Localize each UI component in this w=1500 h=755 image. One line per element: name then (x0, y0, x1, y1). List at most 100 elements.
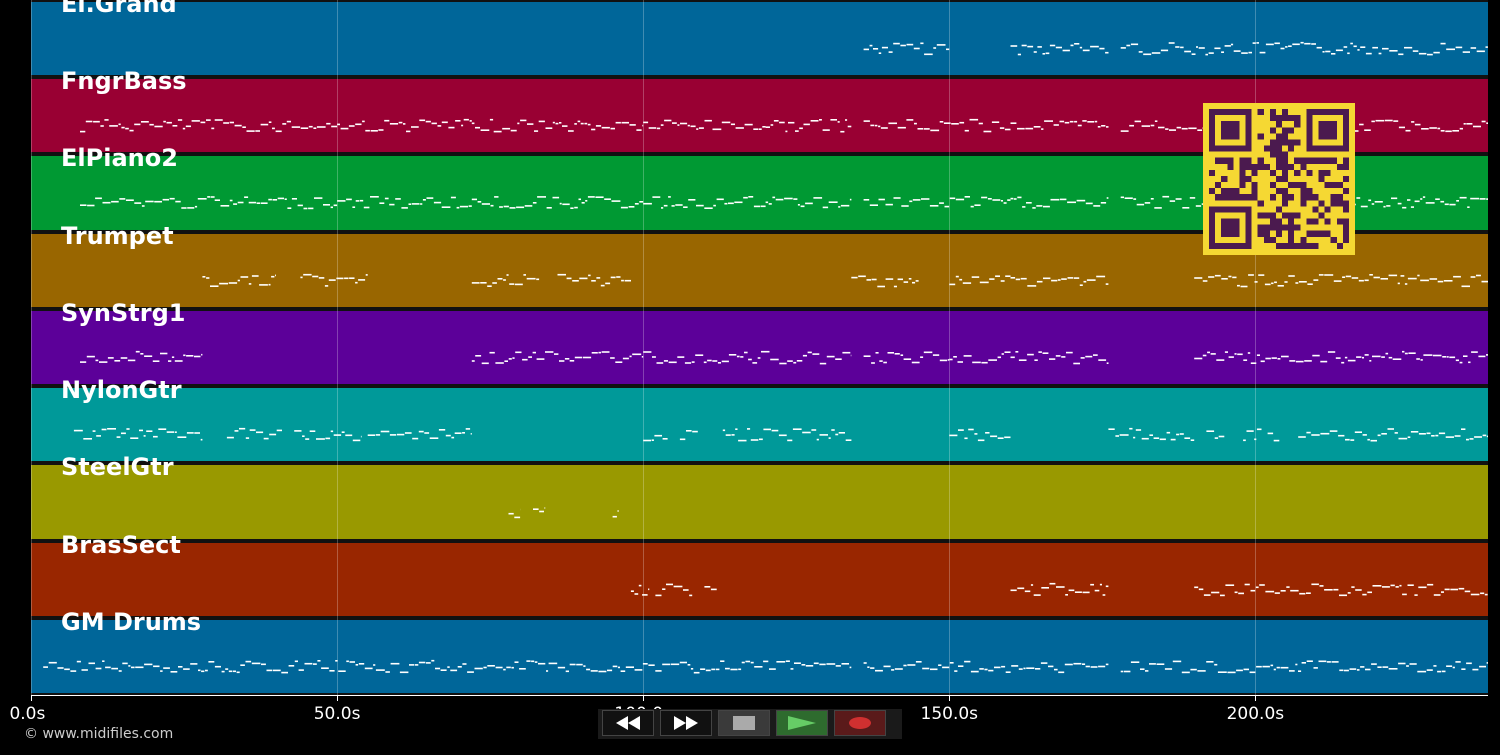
stop-icon (733, 716, 755, 730)
note-segment (643, 351, 729, 364)
copyright-text: © www.midifiles.com (24, 726, 174, 742)
note-segment (508, 509, 521, 519)
tick-label: 0.0s (9, 704, 46, 724)
tick-label: 50.0s (313, 704, 361, 724)
note-segment (557, 273, 631, 287)
note-segment (949, 428, 1011, 442)
axis-tick (643, 695, 645, 701)
note-segment (765, 197, 852, 209)
note-segment (80, 119, 215, 133)
axis-tick (1255, 695, 1257, 701)
note-segment (1010, 350, 1109, 365)
note-segment (214, 196, 338, 210)
qr-code[interactable] (1203, 103, 1355, 255)
track-name: SteelGtr (61, 453, 174, 482)
note-segment (1194, 583, 1488, 596)
note-segment (863, 42, 950, 56)
note-segment (949, 275, 1011, 285)
note-segment (863, 119, 1011, 133)
note-segment (73, 428, 203, 441)
track-name: SynStrg1 (61, 298, 186, 327)
track-lane-brassect[interactable]: BrasSect (31, 531, 1488, 618)
note-area (43, 659, 1488, 674)
note-segment (471, 119, 644, 133)
track-name: Trumpet (61, 221, 174, 250)
note-area (508, 507, 619, 519)
note-segment (1298, 428, 1488, 442)
stop-button[interactable] (718, 710, 770, 736)
track-name: NylonGtr (61, 376, 182, 405)
note-segment (1267, 432, 1280, 442)
record-icon (849, 717, 871, 729)
note-segment (1010, 120, 1109, 131)
note-segment (643, 196, 766, 210)
note-segment (1120, 42, 1231, 56)
time-gridline (949, 0, 951, 695)
note-segment (1010, 582, 1109, 596)
time-gridline (337, 0, 339, 695)
track-name: ElPiano2 (61, 144, 178, 173)
note-segment (679, 430, 698, 441)
note-segment (765, 119, 852, 133)
note-segment (722, 428, 852, 442)
note-segment (471, 196, 644, 210)
note-segment (337, 119, 472, 133)
note-segment (1194, 273, 1488, 287)
play-icon (788, 716, 816, 730)
note-segment (367, 428, 472, 440)
tick-label: 150.0s (920, 704, 979, 724)
note-segment (863, 660, 1109, 673)
note-segment (863, 351, 950, 364)
note-segment (337, 196, 472, 210)
track-lane-synstrg1[interactable]: SynStrg1 (31, 299, 1488, 387)
note-segment (643, 435, 668, 442)
note-segment (643, 119, 766, 131)
rewind-button[interactable] (602, 710, 654, 736)
note-segment (80, 350, 203, 363)
rewind-icon (616, 716, 640, 730)
note-segment (80, 196, 215, 210)
transport-controls (598, 709, 902, 739)
time-gridline (1255, 0, 1257, 695)
play-button[interactable] (776, 710, 828, 736)
note-segment (533, 507, 546, 513)
note-segment (863, 196, 1011, 208)
note-segment (1243, 428, 1262, 442)
axis-tick (31, 695, 32, 701)
axis-tick (337, 695, 339, 701)
track-lane-nylongtr[interactable]: NylonGtr (31, 376, 1488, 464)
time-gridline (643, 0, 645, 695)
fast-forward-button[interactable] (660, 710, 712, 736)
note-segment (612, 510, 619, 518)
record-button[interactable] (834, 710, 886, 736)
track-name: BrasSect (61, 530, 181, 559)
note-segment (202, 274, 276, 287)
note-area (80, 350, 1488, 365)
note-area (863, 41, 1488, 56)
axis-tick (949, 695, 951, 701)
time-axis (31, 695, 1488, 696)
note-segment (1010, 43, 1109, 56)
note-segment (655, 583, 693, 596)
note-segment (851, 275, 919, 287)
tick-label: 200.0s (1226, 704, 1285, 724)
note-segment (1108, 428, 1195, 442)
note-segment (43, 659, 852, 674)
note-segment (1120, 660, 1488, 673)
time-gridline (31, 0, 32, 695)
track-lane-gm-drums[interactable]: GM Drums (31, 608, 1488, 695)
track-name: FngrBass (61, 67, 187, 96)
track-lane-steelgtr[interactable]: SteelGtr (31, 453, 1488, 541)
note-segment (226, 428, 282, 440)
note-segment (1194, 350, 1488, 364)
note-segment (1230, 41, 1348, 55)
note-area (80, 119, 1488, 133)
track-name: GM Drums (61, 607, 202, 636)
note-area (630, 582, 1488, 596)
fast-forward-icon (674, 716, 698, 730)
note-segment (471, 351, 570, 364)
note-segment (728, 350, 852, 365)
note-area (202, 273, 1488, 287)
track-lane-el-grand[interactable]: El.Grand (31, 0, 1488, 78)
note-segment (471, 273, 540, 287)
